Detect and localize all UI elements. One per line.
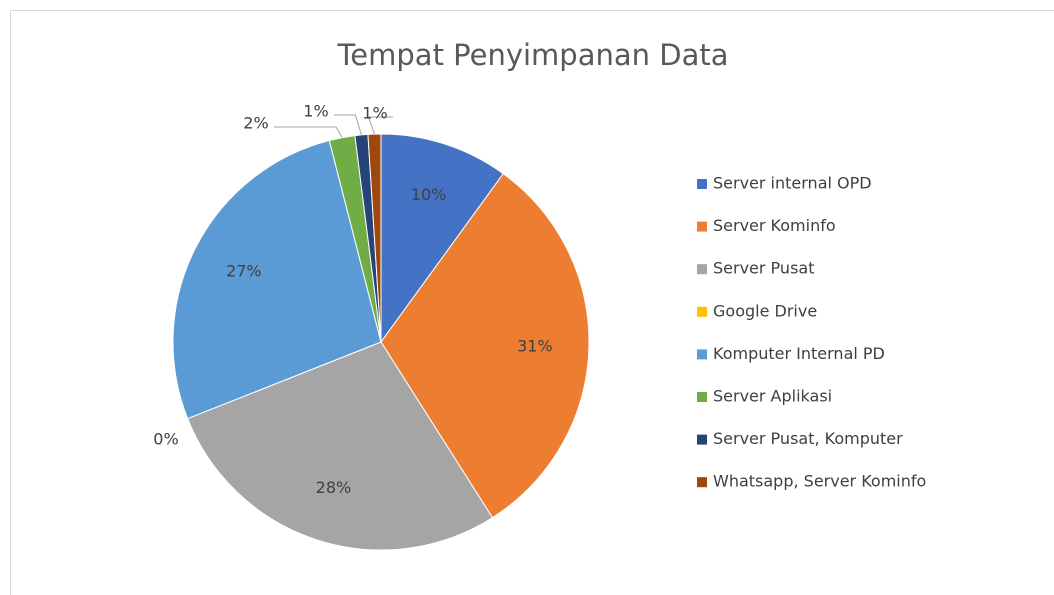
- legend-label: Google Drive: [713, 301, 817, 320]
- data-label: 1%: [303, 102, 328, 121]
- legend-label: Server Pusat, Komputer: [713, 429, 903, 448]
- data-label: 31%: [517, 336, 553, 355]
- legend-swatch: [697, 349, 707, 360]
- pie-slice: [186, 341, 494, 551]
- legend: Server internal OPD Server Kominfo Server …: [697, 174, 926, 491]
- legend-swatch: [697, 392, 707, 402]
- legend-label: Server Pusat: [713, 259, 814, 278]
- data-label: 1%: [362, 104, 387, 123]
- legend-label: Whatsapp, Server Kominfo: [713, 472, 926, 491]
- leader-line: [367, 116, 393, 135]
- data-label: 10%: [411, 185, 447, 204]
- legend-swatch: [697, 179, 707, 189]
- chart-frame: [10, 10, 1054, 595]
- legend-label: Server Aplikasi: [713, 387, 832, 406]
- legend-swatch: [697, 477, 707, 488]
- data-label: 2%: [243, 114, 268, 133]
- pie-slice: [172, 139, 382, 420]
- pie-slice: [380, 173, 590, 519]
- chart-title: Tempat Penyimpanan Data: [337, 38, 729, 72]
- pie-slice: [380, 133, 504, 344]
- legend-swatch: [697, 221, 707, 232]
- data-label: 27%: [226, 262, 262, 281]
- legend-swatch: [697, 306, 707, 317]
- legend-label: Server Kominfo: [713, 216, 836, 235]
- data-label: 28%: [316, 478, 352, 497]
- data-label: 0%: [153, 430, 178, 449]
- legend-label: Komputer Internal PD: [713, 344, 885, 363]
- legend-label: Server internal OPD: [713, 174, 872, 193]
- leader-line: [274, 126, 343, 138]
- legend-swatch: [697, 264, 707, 275]
- legend-swatch: [697, 434, 707, 445]
- leader-line: [334, 114, 362, 136]
